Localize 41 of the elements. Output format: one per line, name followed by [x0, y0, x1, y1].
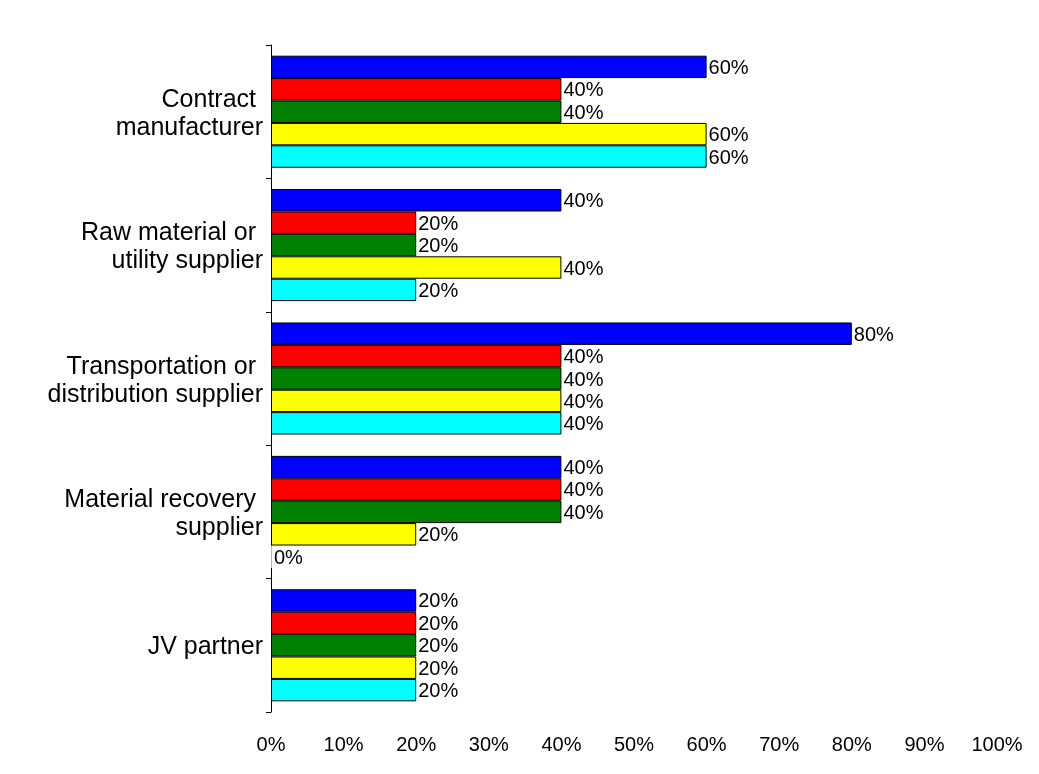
y-tick-label: Contract manufacturer [115, 83, 263, 140]
data-label: 40% [563, 189, 604, 212]
data-label: 20% [418, 211, 459, 234]
data-label: 40% [563, 412, 604, 435]
data-label: 40% [563, 456, 604, 479]
data-label: 20% [418, 234, 459, 257]
x-tick-label: 80% [831, 733, 873, 755]
data-label: 40% [563, 100, 604, 123]
x-tick-label: 30% [468, 733, 510, 755]
data-label: 40% [563, 478, 604, 501]
data-label: 40% [563, 345, 604, 368]
x-tick-label: 90% [904, 733, 945, 755]
data-label: 20% [418, 523, 459, 546]
data-label: 20% [418, 589, 459, 612]
data-label: 60% [708, 55, 749, 78]
data-label: 40% [563, 367, 604, 390]
data-label: 40% [563, 389, 604, 412]
data-label: 40% [563, 256, 604, 279]
y-tick-label: Transportation or distribution supplier [47, 350, 263, 407]
data-label: 20% [418, 656, 459, 679]
x-tick-label: 0% [256, 733, 286, 755]
y-tick-label: JV partner [147, 631, 263, 660]
x-tick-label: 40% [541, 733, 582, 755]
x-tick-label: 70% [759, 733, 800, 755]
x-tick-label: 50% [613, 733, 655, 755]
data-label: 20% [418, 611, 459, 634]
data-label: 80% [853, 322, 895, 345]
x-tick-label: 100% [971, 733, 1023, 755]
x-tick-label: 10% [323, 733, 364, 755]
data-label: 20% [418, 278, 459, 301]
x-tick-label: 20% [396, 733, 437, 755]
data-label: 60% [708, 145, 749, 168]
x-tick-label: 60% [686, 733, 727, 755]
data-label: 40% [563, 78, 604, 101]
data-label: 20% [418, 679, 459, 702]
y-tick-label: Material recovery supplier [64, 483, 263, 540]
data-label: 40% [563, 500, 604, 523]
y-tick-label: Raw material or utility supplier [81, 217, 263, 274]
data-label: 20% [418, 634, 459, 657]
data-label: 60% [708, 123, 749, 146]
data-label: 0% [274, 545, 304, 568]
